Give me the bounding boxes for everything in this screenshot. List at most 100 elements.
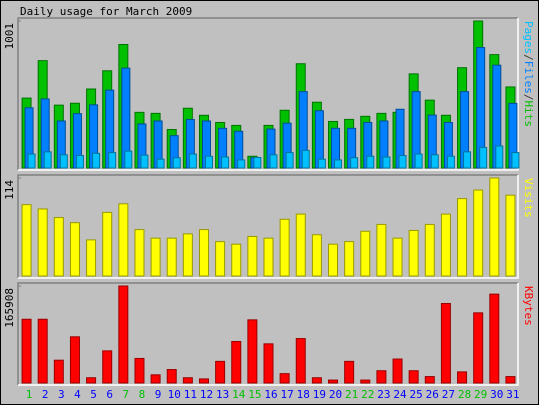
bar xyxy=(376,370,387,384)
bar xyxy=(134,229,145,277)
x-tick-label: 15 xyxy=(248,388,261,401)
bar xyxy=(295,338,306,384)
bar xyxy=(221,156,230,169)
x-tick-label: 22 xyxy=(361,388,374,401)
x-tick-label: 25 xyxy=(410,388,423,401)
panel-border xyxy=(17,282,518,385)
x-tick-label: 2 xyxy=(42,388,49,401)
y-tick-label: 1001 xyxy=(3,23,16,50)
bar xyxy=(27,153,36,169)
bar xyxy=(150,374,161,384)
bar xyxy=(188,153,197,169)
bar xyxy=(430,154,439,169)
x-tick-label: 9 xyxy=(155,388,162,401)
bar xyxy=(166,237,177,277)
x-tick-label: 6 xyxy=(106,388,113,401)
bar xyxy=(140,154,149,169)
bar xyxy=(150,237,161,277)
bar xyxy=(489,177,500,277)
bar xyxy=(350,157,359,169)
x-tick-label: 7 xyxy=(123,388,130,401)
bar xyxy=(382,156,391,169)
bar xyxy=(215,360,226,384)
legend-entry: Files xyxy=(522,61,535,94)
bar xyxy=(414,153,423,169)
bar xyxy=(440,213,451,277)
x-tick-label: 20 xyxy=(329,388,342,401)
bar xyxy=(295,213,306,277)
bar xyxy=(446,155,455,169)
bar xyxy=(440,302,451,384)
bar xyxy=(237,159,246,169)
x-tick-label: 24 xyxy=(393,388,407,401)
bar xyxy=(489,293,500,384)
bar xyxy=(166,369,177,384)
bar xyxy=(215,241,226,277)
bar xyxy=(334,159,343,169)
panel-border xyxy=(18,175,519,279)
bar xyxy=(344,241,355,277)
bar xyxy=(392,358,403,384)
bar xyxy=(247,235,258,277)
legend: Visits xyxy=(522,178,535,218)
bar xyxy=(118,203,129,277)
x-tick-label: 27 xyxy=(442,388,455,401)
bar xyxy=(408,370,419,384)
legend-entry: KBytes xyxy=(522,286,535,326)
bar xyxy=(108,152,117,169)
bar xyxy=(505,194,516,277)
bar xyxy=(102,350,113,384)
chart-title: Daily usage for March 2009 xyxy=(20,5,192,18)
bar xyxy=(360,230,371,277)
bar xyxy=(376,223,387,277)
legend-entry: Visits xyxy=(522,178,535,218)
bar xyxy=(279,218,290,277)
legend-separator: / xyxy=(522,54,535,61)
bar xyxy=(86,377,97,384)
bar xyxy=(360,379,371,384)
bar xyxy=(198,378,209,384)
bar xyxy=(118,285,129,384)
x-tick-label: 16 xyxy=(264,388,277,401)
bar xyxy=(328,379,339,384)
bar xyxy=(37,318,48,384)
x-tick-label: 11 xyxy=(184,388,197,401)
x-tick-label: 31 xyxy=(506,388,519,401)
bar xyxy=(182,377,193,384)
bar xyxy=(311,377,322,384)
x-tick-label: 17 xyxy=(281,388,294,401)
bar xyxy=(231,340,242,384)
bar xyxy=(198,229,209,277)
y-tick-label: 114 xyxy=(3,180,16,200)
x-tick-label: 26 xyxy=(426,388,439,401)
x-tick-label: 3 xyxy=(58,388,65,401)
bar xyxy=(263,343,274,384)
x-tick-label: 18 xyxy=(297,388,310,401)
x-tick-label: 1 xyxy=(26,388,33,401)
x-tick-label: 30 xyxy=(490,388,503,401)
x-tick-label: 5 xyxy=(90,388,97,401)
bar xyxy=(53,217,64,277)
bar xyxy=(366,155,375,169)
x-tick-label: 14 xyxy=(232,388,246,401)
bar xyxy=(69,222,80,277)
bar xyxy=(424,223,435,277)
bar xyxy=(102,211,113,277)
bar xyxy=(408,229,419,277)
bar xyxy=(156,158,165,169)
bar xyxy=(457,198,468,277)
legend-entry: Hits xyxy=(522,101,535,128)
bar xyxy=(311,234,322,277)
bar xyxy=(253,156,262,169)
bar xyxy=(247,319,258,384)
bar xyxy=(263,237,274,277)
bar xyxy=(398,155,407,169)
bar xyxy=(53,359,64,384)
bar xyxy=(424,376,435,384)
x-tick-label: 29 xyxy=(474,388,487,401)
bar xyxy=(182,233,193,277)
x-tick-label: 19 xyxy=(313,388,326,401)
bar xyxy=(75,155,84,169)
bar xyxy=(92,152,101,169)
